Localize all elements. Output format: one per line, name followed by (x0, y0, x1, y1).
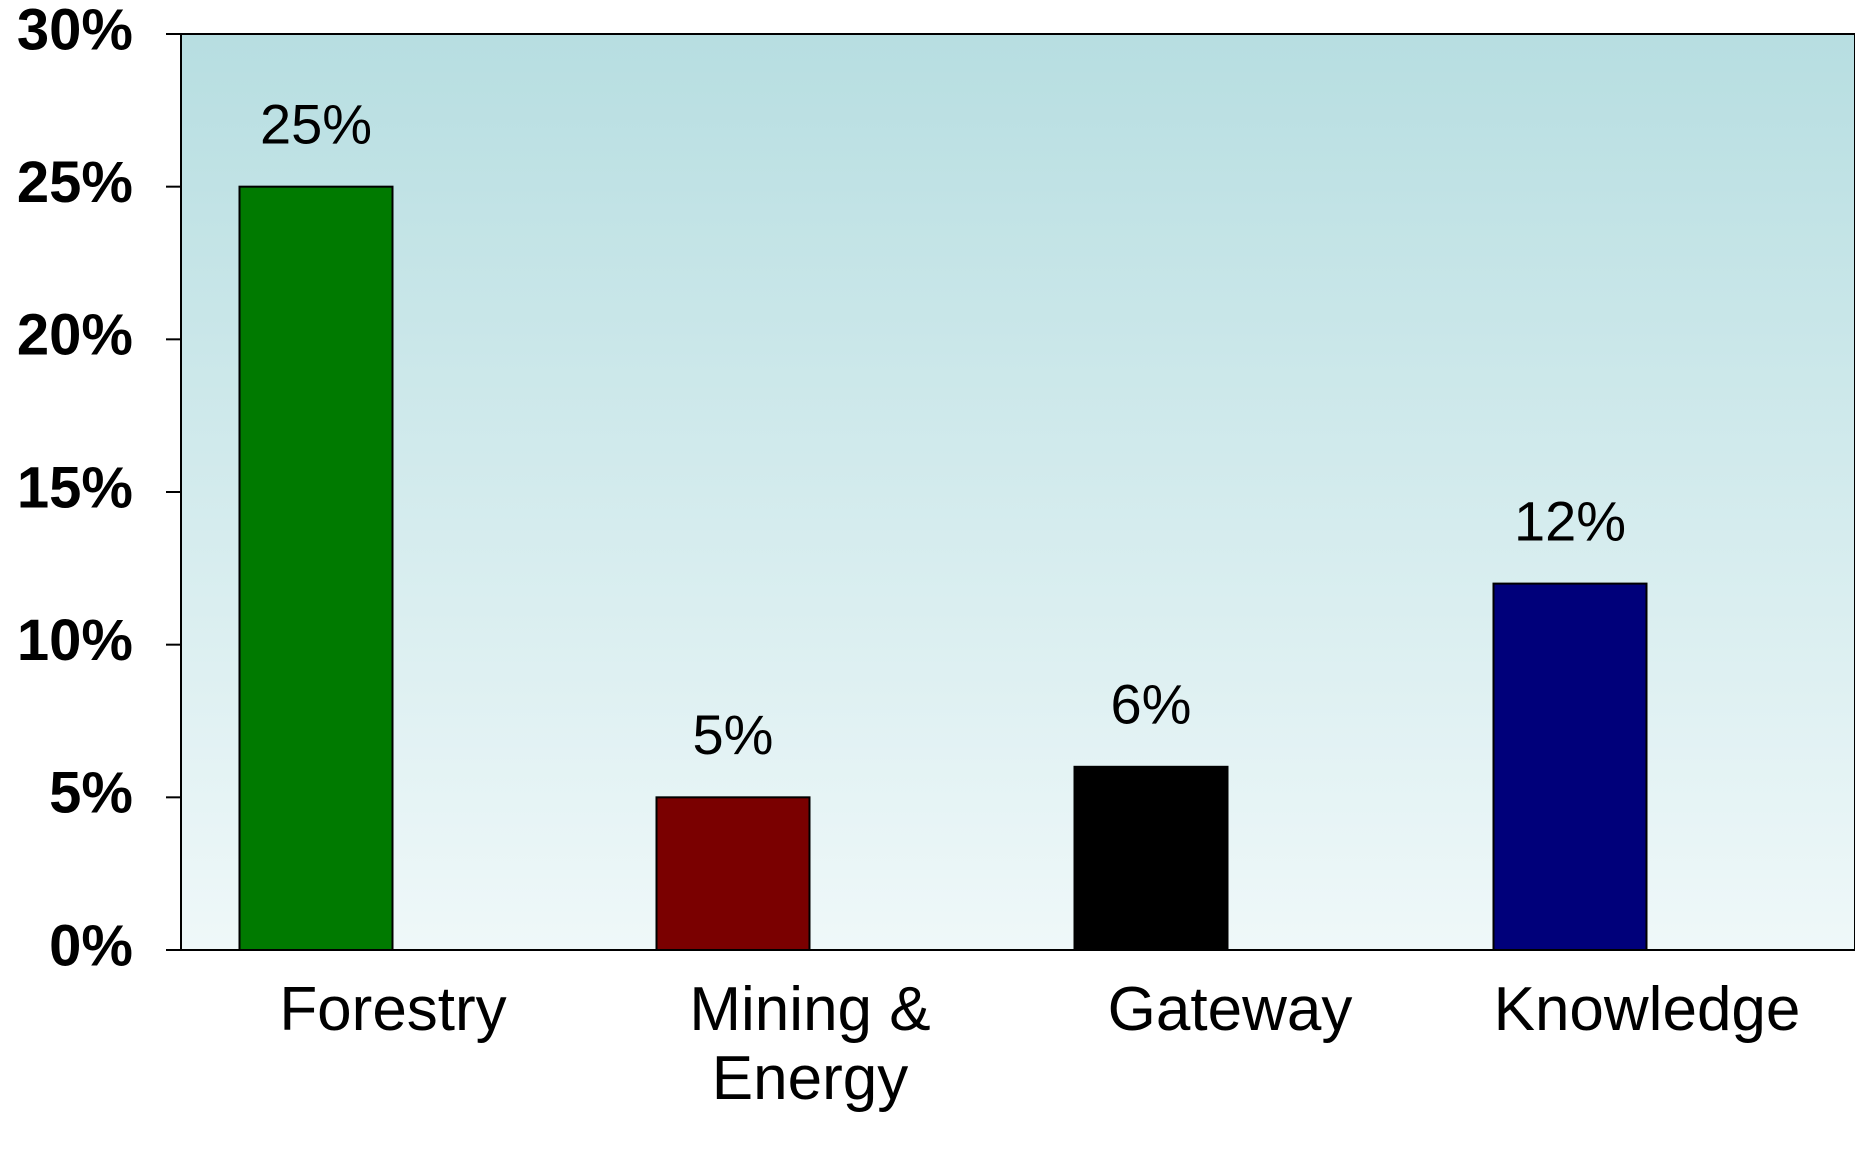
bar (1492, 582, 1648, 951)
x-tick-label: Gateway (1107, 975, 1353, 1044)
y-tick-label: 0% (49, 913, 133, 978)
y-tick-label: 10% (17, 608, 133, 673)
y-tick-label: 25% (17, 150, 133, 215)
bar (1073, 765, 1229, 951)
y-tick-label: 30% (17, 0, 133, 62)
x-tick-label: Knowledge (1493, 975, 1801, 1044)
value-label: 5% (693, 703, 774, 766)
y-tick-label: 15% (17, 455, 133, 520)
value-label: 25% (260, 92, 372, 155)
y-tick-label: 20% (17, 303, 133, 368)
value-label: 6% (1111, 673, 1192, 736)
x-tick-label: Forestry (279, 975, 507, 1044)
y-tick-label: 5% (49, 761, 133, 826)
value-label: 12% (1514, 489, 1626, 552)
bar (655, 796, 811, 951)
x-tick-label: Mining & Energy (689, 975, 931, 1114)
bar (238, 185, 394, 951)
